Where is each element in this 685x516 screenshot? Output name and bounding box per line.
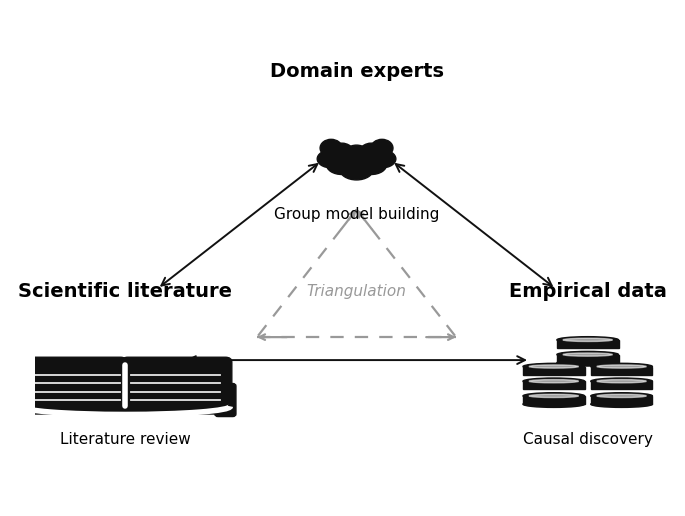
Circle shape: [320, 139, 342, 157]
Bar: [590, 381, 652, 390]
Ellipse shape: [563, 353, 612, 356]
Ellipse shape: [557, 336, 619, 343]
Bar: [590, 366, 652, 375]
Bar: [557, 354, 619, 363]
Text: Group model building: Group model building: [274, 207, 439, 222]
Ellipse shape: [523, 378, 584, 384]
Bar: [523, 366, 584, 375]
Ellipse shape: [597, 380, 646, 383]
Ellipse shape: [590, 378, 652, 384]
Ellipse shape: [317, 150, 345, 168]
FancyBboxPatch shape: [16, 357, 127, 414]
Ellipse shape: [523, 401, 584, 408]
Ellipse shape: [557, 360, 619, 366]
Bar: [523, 381, 584, 390]
Bar: [557, 340, 619, 348]
FancyBboxPatch shape: [12, 383, 34, 416]
FancyBboxPatch shape: [121, 357, 232, 414]
FancyBboxPatch shape: [215, 383, 236, 416]
Ellipse shape: [529, 394, 578, 397]
Ellipse shape: [356, 155, 386, 174]
Circle shape: [360, 143, 384, 163]
Ellipse shape: [590, 393, 652, 399]
Ellipse shape: [368, 150, 396, 168]
Text: Empirical data: Empirical data: [509, 282, 667, 301]
Text: Domain experts: Domain experts: [269, 62, 443, 81]
Circle shape: [371, 139, 393, 157]
Circle shape: [329, 143, 353, 163]
Ellipse shape: [597, 365, 646, 368]
Ellipse shape: [523, 393, 584, 399]
Ellipse shape: [529, 380, 578, 383]
Ellipse shape: [523, 363, 584, 370]
Ellipse shape: [590, 401, 652, 408]
Bar: [590, 396, 652, 404]
Ellipse shape: [597, 394, 646, 397]
Ellipse shape: [327, 155, 357, 174]
Text: Triangulation: Triangulation: [307, 284, 406, 299]
Text: Scientific literature: Scientific literature: [18, 282, 232, 301]
Ellipse shape: [563, 338, 612, 342]
Text: Literature review: Literature review: [60, 432, 190, 447]
Ellipse shape: [529, 365, 578, 368]
Text: Causal discovery: Causal discovery: [523, 432, 653, 447]
Ellipse shape: [590, 363, 652, 370]
Ellipse shape: [557, 351, 619, 358]
Circle shape: [343, 145, 370, 167]
Bar: [523, 396, 584, 404]
Ellipse shape: [340, 158, 373, 180]
